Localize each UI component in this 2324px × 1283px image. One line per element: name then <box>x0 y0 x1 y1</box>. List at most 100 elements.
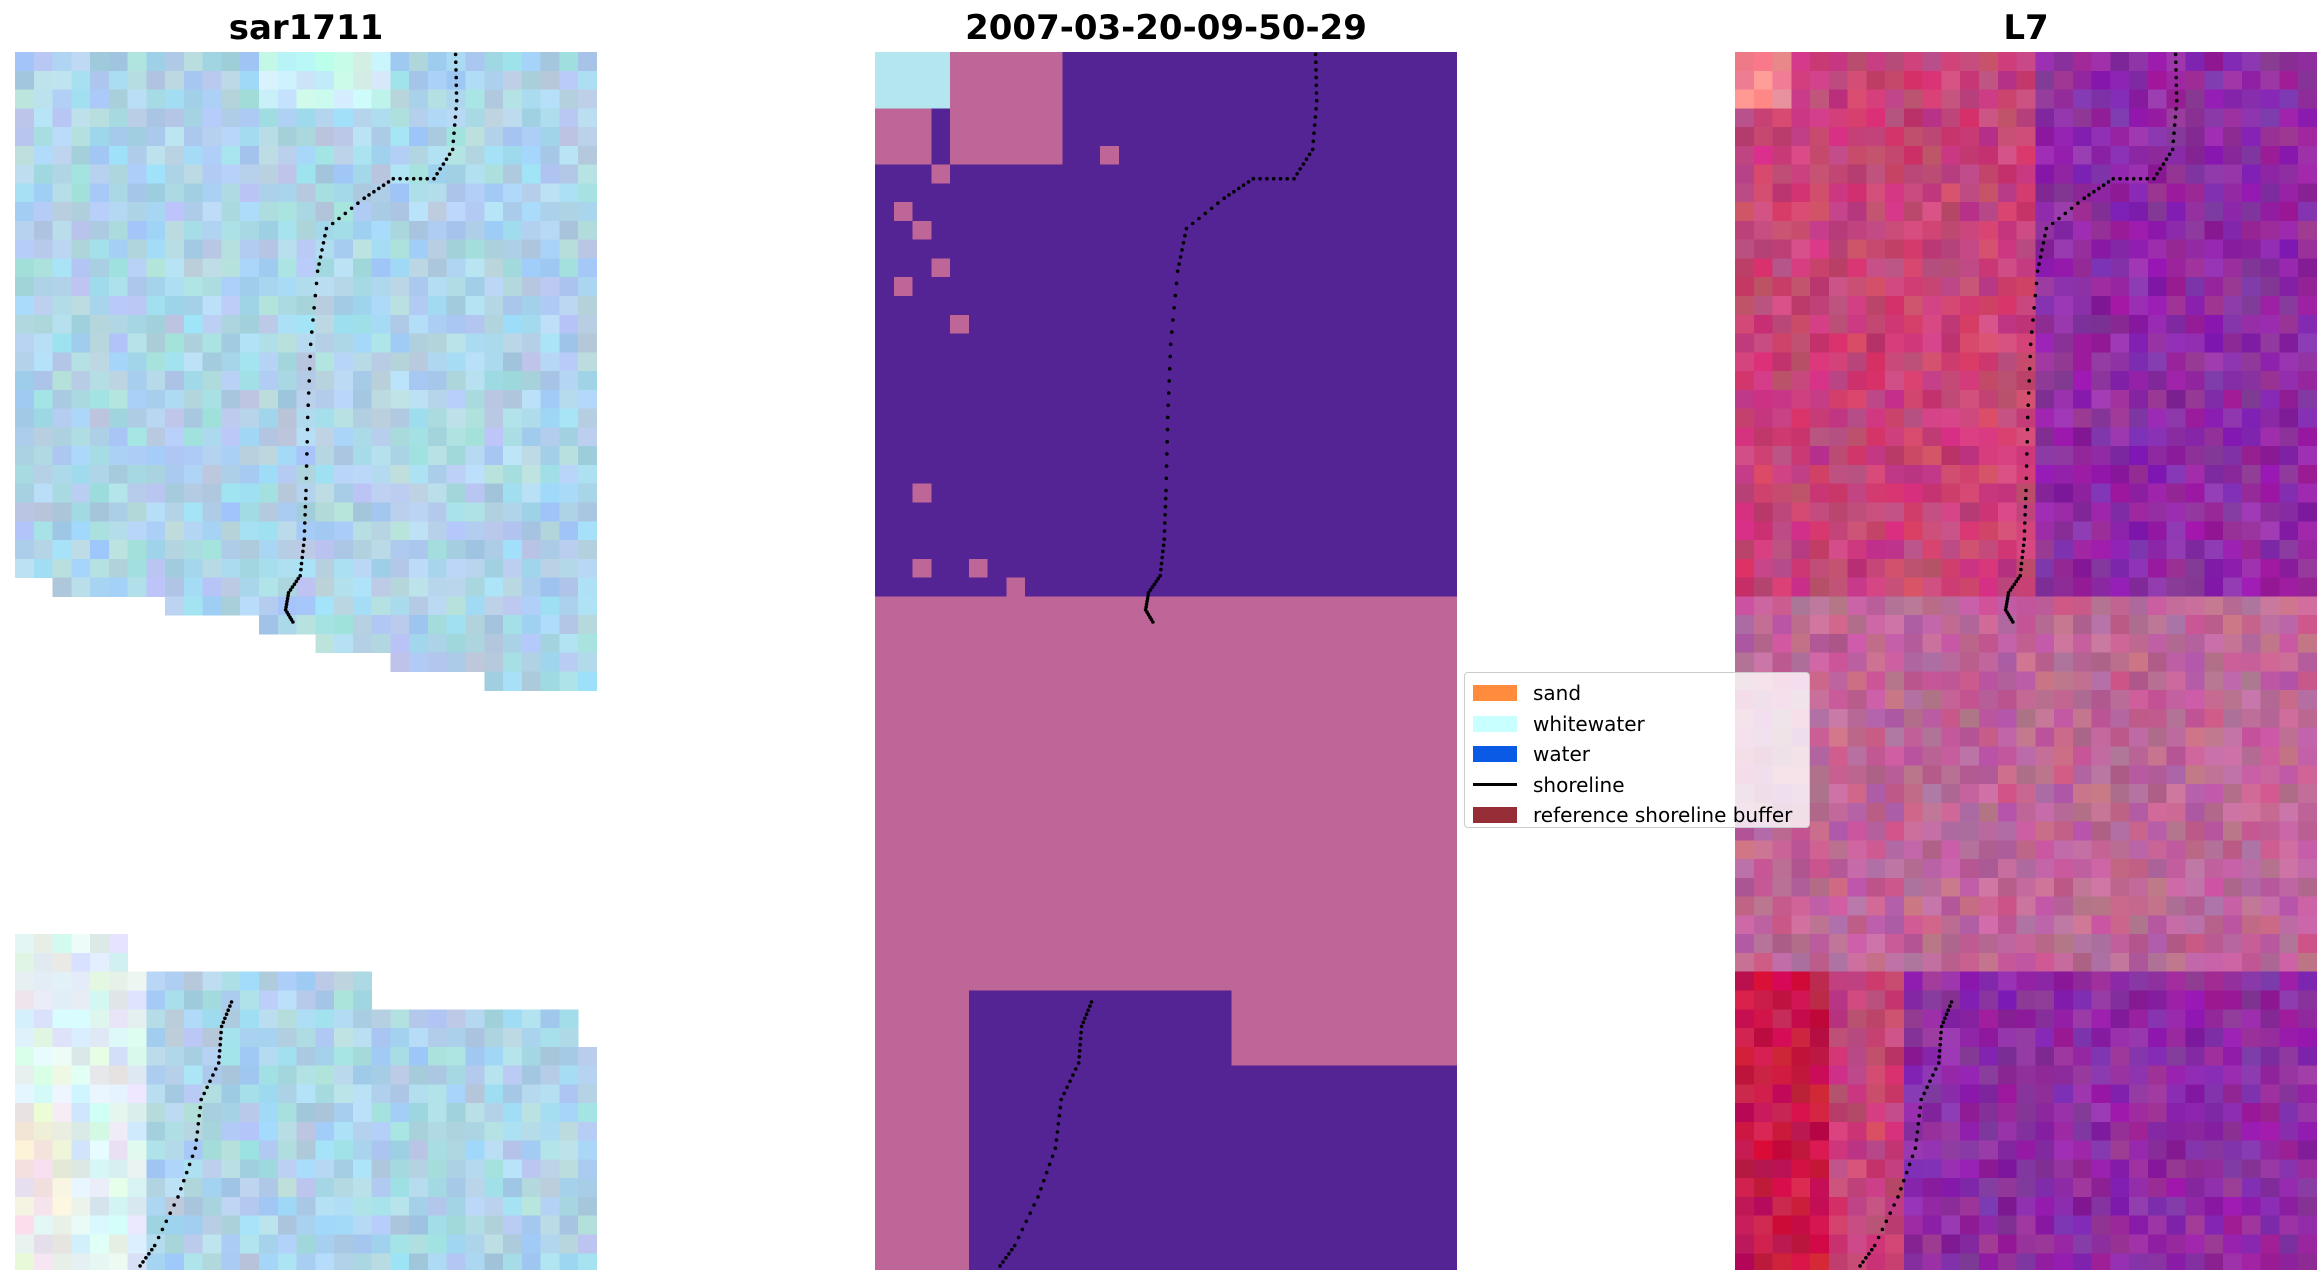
pixel-cell <box>950 1196 970 1217</box>
shoreline-point <box>1062 1091 1066 1096</box>
pixel-cell <box>2260 258 2280 278</box>
pixel-cell <box>1344 389 1364 410</box>
pixel-cell <box>108 89 129 109</box>
shoreline-point <box>196 1122 201 1126</box>
pixel-cell <box>427 70 448 91</box>
rgb-image-panel[interactable] <box>15 52 597 1270</box>
ndwi-image-panel[interactable] <box>1735 52 2317 1270</box>
pixel-cell <box>1043 1009 1064 1029</box>
pixel-cell <box>1006 277 1026 297</box>
pixel-cell <box>1922 371 1943 391</box>
pixel-cell <box>15 540 35 560</box>
pixel-cell <box>1960 633 1980 654</box>
pixel-cell <box>484 333 504 353</box>
pixel-cell <box>1847 784 1867 804</box>
pixel-cell <box>1081 577 1101 597</box>
pixel-cell <box>1006 464 1026 485</box>
pixel-cell <box>1269 596 1289 616</box>
pixel-cell <box>893 840 914 860</box>
pixel-cell <box>1156 877 1176 898</box>
pixel-cell <box>1419 540 1439 560</box>
classified-image-panel[interactable] <box>875 52 1457 1270</box>
pixel-cell <box>2110 784 2130 804</box>
pixel-cell <box>259 333 279 353</box>
pixel-cell <box>2091 145 2111 166</box>
pixel-cell <box>2035 446 2055 466</box>
pixel-cell <box>390 1084 410 1104</box>
pixel-cell <box>1997 427 2018 447</box>
pixel-cell <box>1119 952 1139 973</box>
pixel-cell <box>183 990 204 1010</box>
pixel-cell <box>2260 389 2280 410</box>
pixel-cell <box>912 990 932 1010</box>
pixel-cell <box>1885 389 1905 410</box>
pixel-cell <box>1269 708 1289 729</box>
pixel-cell <box>240 1084 260 1104</box>
pixel-cell <box>2091 52 2111 72</box>
pixel-cell <box>1419 220 1439 241</box>
pixel-cell <box>409 1084 429 1104</box>
shoreline-point <box>1086 1008 1090 1012</box>
pixel-cell <box>950 1234 970 1254</box>
pixel-cell <box>1960 145 1980 166</box>
pixel-cell <box>1250 727 1270 748</box>
pixel-cell <box>1306 183 1327 203</box>
pixel-cell <box>2091 558 2111 579</box>
pixel-cell <box>1212 990 1233 1010</box>
pixel-cell <box>1979 352 1999 372</box>
pixel-cell <box>968 877 989 898</box>
pixel-cell <box>987 802 1007 823</box>
pixel-cell <box>1269 633 1289 654</box>
pixel-cell <box>1250 1046 1270 1067</box>
pixel-cell <box>1081 1103 1101 1123</box>
pixel-cell <box>390 540 410 560</box>
pixel-cell <box>90 108 110 128</box>
pixel-cell <box>390 333 410 353</box>
pixel-cell <box>1175 802 1195 823</box>
pixel-cell <box>1363 352 1383 372</box>
pixel-cell <box>315 990 335 1010</box>
pixel-cell <box>352 427 373 447</box>
pixel-cell <box>296 371 316 391</box>
pixel-cell <box>1735 127 1755 147</box>
pixel-cell <box>202 164 223 184</box>
pixel-cell <box>371 1215 391 1236</box>
pixel-cell <box>1287 577 1308 597</box>
pixel-cell <box>2204 615 2224 635</box>
pixel-cell <box>1062 821 1083 841</box>
pixel-cell <box>1062 108 1083 128</box>
pixel-cell <box>1325 521 1345 541</box>
pixel-cell <box>183 389 204 410</box>
pixel-cell <box>1194 615 1214 635</box>
pixel-cell <box>521 314 542 335</box>
pixel-cell <box>277 464 298 485</box>
pixel-cell <box>2147 633 2168 654</box>
pixel-cell <box>1306 220 1327 241</box>
pixel-cell <box>2072 652 2093 673</box>
pixel-cell <box>1025 1084 1045 1104</box>
pixel-cell <box>1231 1196 1251 1217</box>
pixel-cell <box>578 1140 597 1161</box>
pixel-cell <box>912 821 932 841</box>
pixel-cell <box>409 1253 429 1270</box>
pixel-cell <box>465 1009 485 1029</box>
pixel-cell <box>2223 784 2243 804</box>
pixel-cell <box>1119 352 1139 372</box>
shoreline-point <box>1167 379 1171 383</box>
pixel-cell <box>2035 671 2055 691</box>
pixel-cell <box>2016 371 2036 391</box>
pixel-cell <box>1306 1046 1327 1067</box>
pixel-cell <box>1363 690 1383 710</box>
pixel-cell <box>240 464 260 485</box>
pixel-cell <box>1997 690 2018 710</box>
pixel-cell <box>2035 408 2055 428</box>
pixel-cell <box>1100 1103 1120 1123</box>
shoreline-point <box>1165 452 1169 456</box>
pixel-cell <box>578 1046 597 1067</box>
pixel-cell <box>2091 108 2111 128</box>
pixel-cell <box>1100 389 1120 410</box>
pixel-cell <box>390 202 410 222</box>
pixel-cell <box>1810 765 1830 785</box>
pixel-cell <box>1025 840 1045 860</box>
pixel-cell <box>1847 371 1867 391</box>
